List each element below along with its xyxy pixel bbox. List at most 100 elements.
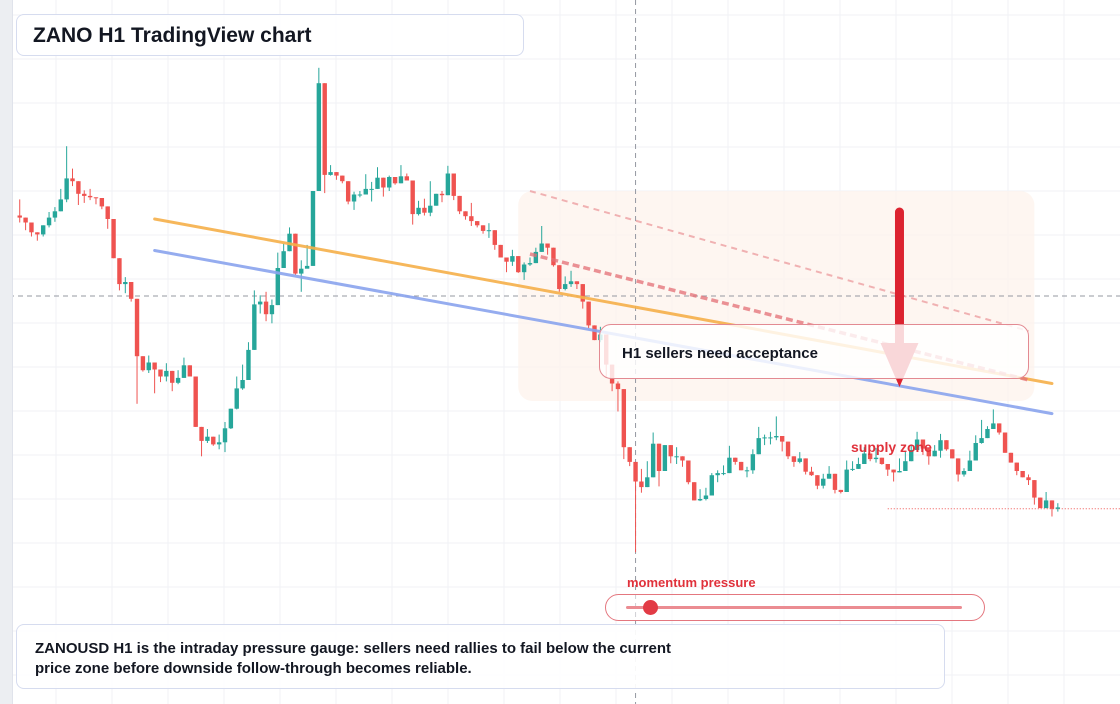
candle-body [885, 464, 890, 470]
candle [275, 252, 280, 306]
candle-body [510, 256, 515, 262]
candle [64, 146, 69, 203]
candle [750, 449, 756, 474]
gauge-marker [642, 600, 658, 615]
candle [416, 200, 421, 216]
candle-body [469, 216, 474, 222]
candle [1002, 432, 1008, 453]
candle [392, 177, 398, 185]
candle [991, 409, 996, 429]
candle-body [750, 454, 756, 471]
candle [527, 257, 533, 266]
candle-body [961, 471, 967, 475]
candle-body [733, 457, 738, 462]
candle [404, 173, 410, 181]
candle-body [1020, 471, 1025, 478]
candle-body [938, 440, 943, 451]
candle [29, 222, 34, 237]
candle [821, 473, 826, 489]
candle-body [615, 383, 621, 390]
candle [340, 175, 345, 184]
candle-body [1038, 497, 1043, 509]
candle [228, 408, 234, 429]
candle-body [856, 464, 861, 469]
candle [809, 466, 814, 476]
chart-title: ZANO H1 TradingView chart [16, 14, 524, 56]
candle [287, 227, 292, 252]
callout-box: H1 sellers need acceptance [599, 324, 1029, 379]
candle-body [721, 473, 726, 475]
candle [87, 188, 93, 201]
candle [1038, 497, 1043, 509]
candle-body [363, 188, 368, 195]
candle-body [480, 225, 486, 231]
candle [709, 473, 714, 496]
candle-body [533, 251, 539, 264]
candle [897, 458, 902, 473]
candle [568, 270, 574, 287]
candle [475, 221, 480, 228]
candle-body [199, 426, 204, 441]
candle-body [574, 281, 580, 285]
candle-body [879, 457, 885, 464]
candle-body [281, 251, 286, 268]
candle [967, 450, 973, 471]
candle [721, 465, 726, 476]
candle-body [240, 380, 245, 389]
candle [1014, 462, 1019, 476]
candle-body [779, 436, 785, 442]
candle-body [64, 178, 69, 200]
candle [703, 487, 709, 501]
candle-body [410, 180, 415, 215]
candle-body [926, 448, 932, 457]
channel-line-upper [529, 190, 1029, 332]
candle [117, 258, 122, 291]
candle [175, 370, 181, 385]
candle-body [451, 173, 456, 196]
candle [674, 447, 679, 464]
candle-body [128, 282, 134, 299]
candle-body [844, 469, 849, 492]
candle [451, 173, 456, 201]
candle-body [316, 83, 322, 191]
candle-body [727, 457, 732, 474]
candle-body [815, 475, 820, 486]
candle [521, 262, 527, 280]
candle [633, 461, 638, 553]
candle [903, 451, 908, 471]
candle-body [134, 298, 140, 357]
candle-body [738, 461, 744, 471]
candle [76, 181, 81, 205]
candle-body [23, 217, 28, 223]
candle-body [123, 282, 128, 285]
candle [345, 181, 351, 205]
candle [1043, 492, 1049, 509]
candle [398, 165, 404, 184]
candle [46, 212, 52, 228]
candle [105, 206, 110, 229]
candle-body [486, 230, 492, 232]
candle [645, 461, 650, 488]
candle [211, 436, 216, 446]
candle-body [862, 453, 867, 464]
candle [762, 434, 767, 446]
candle-body [299, 268, 304, 274]
candle [516, 256, 521, 273]
candle [498, 244, 503, 258]
candle [639, 468, 644, 493]
candle [23, 217, 28, 231]
candle-body [909, 450, 914, 462]
candle [486, 223, 492, 238]
candle [662, 445, 668, 471]
candle [686, 460, 691, 485]
candle-body [445, 173, 451, 196]
candle [310, 191, 316, 266]
candle-body [744, 470, 750, 472]
candle [850, 461, 855, 471]
candle-body [269, 305, 275, 315]
candle-body [334, 172, 339, 176]
candle [480, 225, 486, 234]
candle [375, 167, 380, 189]
candle-body [293, 233, 298, 274]
candle-body [439, 193, 445, 196]
